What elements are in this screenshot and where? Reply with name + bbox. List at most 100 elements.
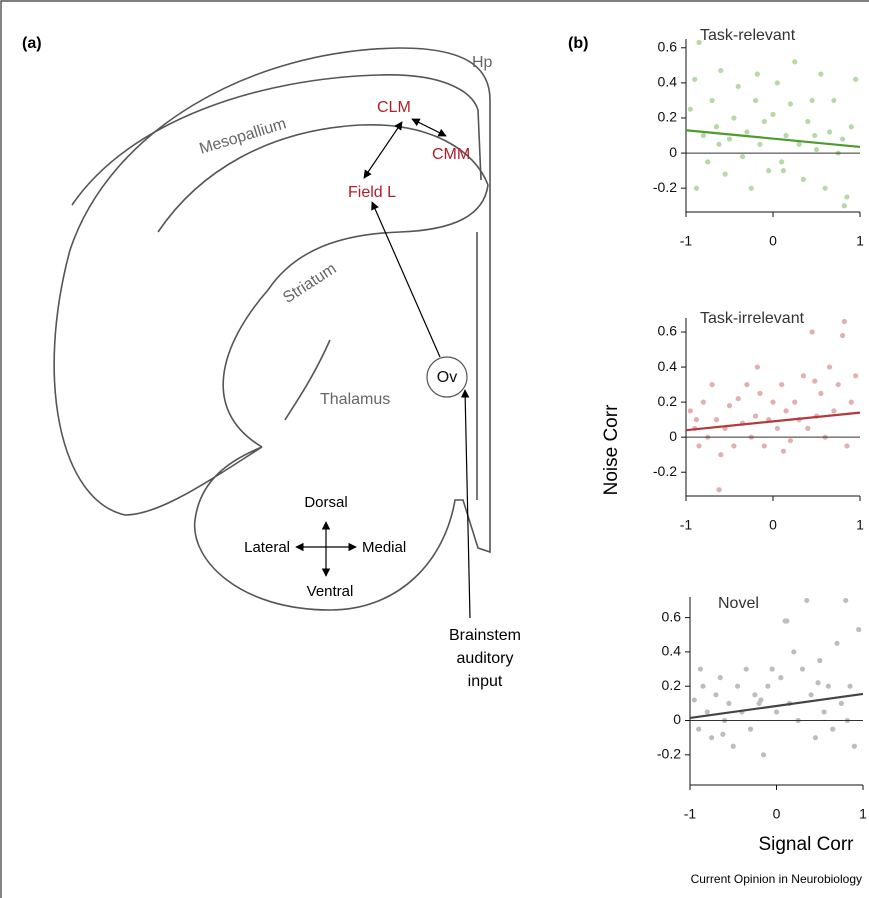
data-point bbox=[735, 396, 741, 402]
data-point bbox=[856, 626, 862, 633]
region-label: Ov bbox=[437, 369, 457, 386]
data-point bbox=[848, 399, 854, 405]
data-point bbox=[722, 171, 728, 177]
panel-label: (a) bbox=[22, 35, 42, 52]
data-point bbox=[808, 692, 814, 698]
data-point bbox=[709, 381, 715, 388]
data-point bbox=[687, 408, 693, 414]
data-point bbox=[709, 735, 715, 741]
data-point bbox=[812, 378, 818, 384]
panel-label: (b) bbox=[568, 35, 588, 52]
input-label: input bbox=[468, 673, 503, 690]
x-tick-label: -1 bbox=[684, 806, 697, 822]
data-point bbox=[805, 118, 811, 125]
y-axis-label: Noise Corr bbox=[601, 404, 622, 495]
direction-label: Ventral bbox=[307, 583, 354, 600]
data-point bbox=[766, 168, 772, 174]
data-point bbox=[693, 185, 700, 191]
x-axis-label: Signal Corr bbox=[758, 834, 854, 855]
region-label: Hp bbox=[472, 54, 493, 71]
x-tick-label: 0 bbox=[769, 517, 777, 533]
data-point bbox=[844, 194, 850, 200]
data-point bbox=[809, 329, 815, 335]
data-point bbox=[709, 97, 715, 104]
direction-label: Lateral bbox=[244, 539, 290, 556]
data-point bbox=[848, 124, 854, 130]
data-point bbox=[818, 71, 824, 77]
data-point bbox=[704, 709, 710, 715]
data-point bbox=[744, 381, 750, 388]
fit-line bbox=[685, 129, 861, 149]
data-point bbox=[779, 159, 785, 165]
data-point bbox=[693, 417, 700, 423]
data-point bbox=[726, 136, 733, 142]
data-point bbox=[799, 666, 806, 672]
data-point bbox=[844, 443, 850, 449]
data-point bbox=[705, 159, 711, 165]
data-point bbox=[696, 726, 702, 732]
data-point bbox=[691, 697, 697, 703]
y-tick-label: -0.2 bbox=[653, 179, 677, 195]
data-point bbox=[743, 666, 749, 672]
data-point bbox=[813, 146, 820, 153]
data-point bbox=[720, 731, 726, 737]
data-point bbox=[787, 438, 794, 444]
fit-line bbox=[689, 692, 864, 720]
data-point bbox=[787, 101, 794, 107]
data-point bbox=[692, 76, 698, 82]
data-point bbox=[780, 168, 787, 174]
data-point bbox=[831, 408, 837, 414]
data-point bbox=[734, 683, 741, 689]
input-label: Brainstem bbox=[449, 627, 521, 644]
data-point bbox=[843, 597, 849, 604]
data-point bbox=[713, 692, 719, 698]
data-point bbox=[731, 443, 737, 449]
region-label: CLM bbox=[377, 99, 411, 116]
data-point bbox=[847, 683, 853, 689]
data-point bbox=[812, 735, 819, 741]
data-point bbox=[718, 67, 724, 74]
data-point bbox=[800, 373, 807, 379]
x-tick-label: -1 bbox=[680, 517, 693, 533]
data-point bbox=[805, 425, 811, 432]
data-point bbox=[840, 136, 846, 142]
data-point bbox=[838, 700, 844, 706]
data-point bbox=[765, 683, 771, 689]
region-label: Field L bbox=[348, 184, 396, 201]
chart-title: Novel bbox=[718, 595, 759, 612]
y-tick-label: 0.4 bbox=[658, 358, 678, 374]
data-point bbox=[761, 118, 767, 125]
y-tick-label: -0.2 bbox=[657, 746, 681, 762]
data-point bbox=[792, 399, 798, 405]
data-point bbox=[744, 129, 750, 135]
data-point bbox=[757, 141, 763, 147]
chart-title: Task-relevant bbox=[700, 27, 796, 44]
data-point bbox=[841, 318, 847, 325]
x-tick-label: 1 bbox=[856, 517, 864, 533]
scatter-plot: -0.2 0 0.2 0.4 0.6 -1 0 1 Novel bbox=[657, 595, 867, 821]
data-point bbox=[796, 141, 802, 147]
data-point bbox=[760, 752, 767, 758]
data-point bbox=[758, 697, 764, 703]
data-point bbox=[716, 487, 722, 493]
data-point bbox=[774, 80, 780, 86]
y-tick-label: 0.6 bbox=[658, 38, 678, 54]
data-point bbox=[747, 726, 754, 732]
data-point bbox=[826, 129, 833, 135]
data-point bbox=[804, 597, 810, 604]
data-point bbox=[726, 700, 732, 706]
scatter-plot: -0.2 0 0.2 0.4 0.6 -1 0 1 Task-irrelevant bbox=[653, 310, 864, 532]
y-tick-label: 0 bbox=[669, 144, 677, 160]
data-point bbox=[769, 666, 775, 672]
data-point bbox=[718, 452, 724, 458]
data-point bbox=[792, 59, 798, 65]
data-point bbox=[696, 443, 702, 449]
data-point bbox=[834, 640, 840, 646]
data-point bbox=[700, 683, 706, 689]
data-point bbox=[713, 124, 720, 130]
data-point bbox=[752, 692, 758, 698]
brain-diagram: Hp Mesopallium CLM CMM Field L Striatum … bbox=[53, 47, 521, 690]
data-point bbox=[835, 381, 841, 388]
data-point bbox=[757, 390, 763, 396]
data-point bbox=[783, 132, 789, 139]
